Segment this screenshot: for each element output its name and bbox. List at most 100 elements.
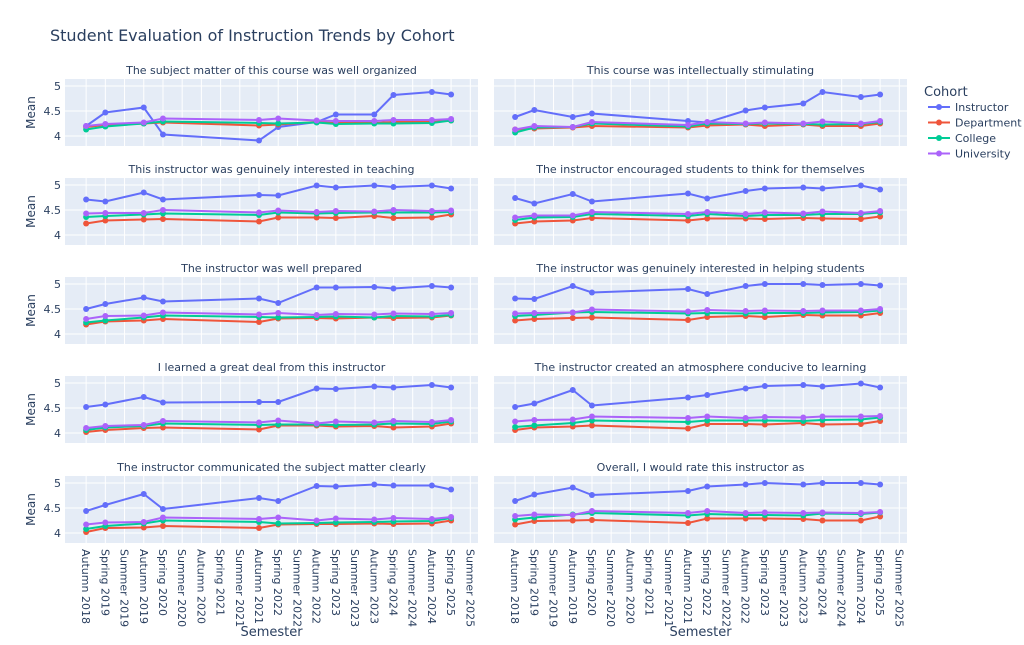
data-point [685, 317, 692, 323]
data-point [371, 182, 378, 189]
data-point [448, 384, 455, 391]
data-point [256, 399, 263, 405]
data-point [800, 210, 807, 217]
data-point [685, 122, 692, 128]
legend-marker [936, 150, 942, 157]
data-point [742, 188, 749, 194]
data-point [140, 394, 147, 400]
series-line [515, 415, 881, 423]
data-point [819, 118, 826, 125]
data-point [275, 115, 282, 122]
x-tick-label: Autumn 2019 [137, 549, 150, 624]
data-point [256, 192, 263, 198]
data-point [761, 383, 768, 389]
x-tick-label: Spring 2021 [643, 549, 656, 616]
x-tick-label: Autumn 2024 [425, 549, 438, 624]
data-point [512, 498, 519, 504]
x-tick-label: Spring 2022 [700, 549, 713, 616]
data-point [800, 100, 807, 107]
data-point [313, 483, 320, 489]
series-line [85, 90, 452, 142]
data-point [704, 392, 711, 398]
data-point [428, 214, 435, 221]
data-point [83, 316, 90, 322]
series-line [85, 284, 452, 310]
data-point [275, 417, 282, 424]
y-axis-label: Mean [24, 294, 38, 327]
data-point [819, 215, 826, 222]
x-tick-label: Spring 2022 [271, 549, 284, 616]
data-point [256, 495, 263, 501]
data-point [531, 491, 538, 498]
data-point [83, 220, 90, 227]
data-point [140, 210, 147, 216]
series-line [514, 184, 881, 205]
data-point [761, 414, 768, 420]
data-point [448, 207, 455, 214]
data-point [83, 404, 90, 410]
data-point [371, 516, 378, 523]
data-point [761, 307, 768, 314]
x-tick-label: Autumn 2022 [739, 549, 752, 624]
x-tick-label: Summer 2024 [835, 549, 848, 627]
data-point [877, 208, 884, 214]
x-tick-label: Autumn 2022 [310, 549, 323, 624]
x-tick-label: Summer 2019 [118, 549, 131, 627]
data-point [275, 207, 282, 214]
series-line [514, 382, 881, 408]
chart-title: Student Evaluation of Instruction Trends… [50, 26, 454, 45]
data-point [819, 480, 826, 486]
legend-label: University [955, 148, 1011, 161]
data-point [877, 91, 884, 98]
data-point [140, 491, 147, 497]
data-point [140, 294, 147, 301]
data-point [371, 111, 378, 118]
data-point [102, 401, 109, 408]
y-tick-label: 4.5 [44, 402, 62, 415]
data-point [877, 118, 884, 124]
y-axis-label: Mean [24, 393, 38, 426]
data-point [685, 211, 692, 217]
series-line [86, 516, 452, 526]
data-point [83, 508, 90, 514]
legend-label: Department [955, 117, 1022, 130]
data-point [313, 420, 320, 427]
data-point [704, 209, 711, 215]
data-point [275, 314, 282, 321]
legend-marker [936, 119, 942, 126]
data-point [159, 399, 166, 406]
data-point [448, 310, 455, 316]
series-line [85, 213, 452, 225]
data-point [390, 418, 397, 424]
data-point [877, 306, 884, 312]
data-point [877, 509, 884, 515]
data-point [448, 91, 455, 98]
subplot-title: This instructor was genuinely interested… [128, 163, 415, 176]
data-point [569, 517, 576, 524]
x-tick-label: Spring 2023 [329, 549, 342, 616]
data-point [704, 119, 711, 125]
data-point [857, 517, 864, 524]
data-point [704, 307, 711, 313]
data-point [332, 118, 339, 124]
y-tick-label: 4 [54, 527, 61, 540]
x-tick-label: Autumn 2024 [854, 549, 867, 624]
data-point [275, 520, 282, 527]
data-point [313, 117, 320, 124]
series-line [86, 419, 452, 429]
x-tick-label: Summer 2021 [662, 549, 675, 627]
series-line [514, 120, 881, 131]
x-tick-label: Spring 2021 [214, 549, 227, 616]
series-line [86, 208, 452, 215]
data-point [371, 383, 378, 390]
x-tick-label: Spring 2019 [527, 549, 540, 616]
y-tick-label: 5 [54, 377, 61, 390]
data-point [390, 285, 397, 292]
subplot-title: The instructor created an atmosphere con… [534, 361, 867, 374]
data-point [83, 123, 90, 129]
x-tick-label: Summer 2024 [406, 549, 419, 627]
data-point [140, 422, 147, 428]
y-tick-label: 4 [54, 229, 61, 242]
legend-label: College [955, 132, 996, 145]
data-point [313, 385, 320, 392]
